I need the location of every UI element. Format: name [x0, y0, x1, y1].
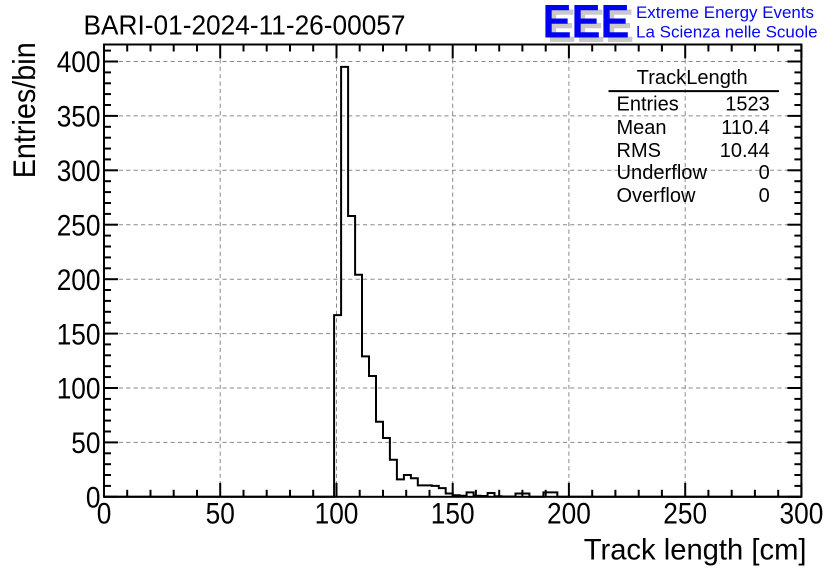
svg-text:10.44: 10.44	[720, 140, 770, 162]
svg-text:La Scienza nelle Scuole: La Scienza nelle Scuole	[636, 23, 818, 42]
svg-text:0: 0	[97, 498, 112, 531]
svg-text:Entries/bin: Entries/bin	[7, 42, 43, 178]
svg-text:EEE: EEE	[543, 0, 630, 47]
svg-text:Underflow: Underflow	[617, 162, 708, 184]
svg-text:Entries: Entries	[617, 94, 679, 116]
svg-text:250: 250	[57, 209, 101, 242]
svg-text:100: 100	[315, 498, 359, 531]
svg-text:EEE: EEE	[547, 0, 634, 52]
svg-text:50: 50	[206, 498, 235, 531]
svg-text:0: 0	[86, 482, 101, 515]
svg-text:Extreme Energy Events: Extreme Energy Events	[636, 3, 814, 22]
svg-text:0: 0	[759, 162, 770, 184]
svg-text:350: 350	[57, 101, 101, 134]
svg-text:BARI-01-2024-11-26-00057: BARI-01-2024-11-26-00057	[84, 9, 406, 40]
svg-text:100: 100	[57, 373, 101, 406]
svg-text:200: 200	[57, 264, 101, 297]
svg-text:RMS: RMS	[617, 140, 661, 162]
svg-text:300: 300	[780, 498, 824, 531]
svg-text:1523: 1523	[725, 94, 770, 116]
svg-text:Track length [cm]: Track length [cm]	[584, 535, 807, 567]
svg-text:150: 150	[431, 498, 475, 531]
svg-text:300: 300	[57, 155, 101, 188]
svg-text:250: 250	[663, 498, 707, 531]
svg-text:0: 0	[759, 185, 770, 207]
svg-text:110.4: 110.4	[721, 117, 770, 139]
svg-text:400: 400	[57, 46, 101, 79]
svg-text:200: 200	[547, 498, 591, 531]
svg-text:Overflow: Overflow	[617, 185, 696, 207]
svg-text:50: 50	[71, 427, 100, 460]
svg-text:Mean: Mean	[617, 117, 667, 139]
svg-text:150: 150	[57, 318, 101, 351]
svg-text:TrackLength: TrackLength	[637, 67, 748, 89]
